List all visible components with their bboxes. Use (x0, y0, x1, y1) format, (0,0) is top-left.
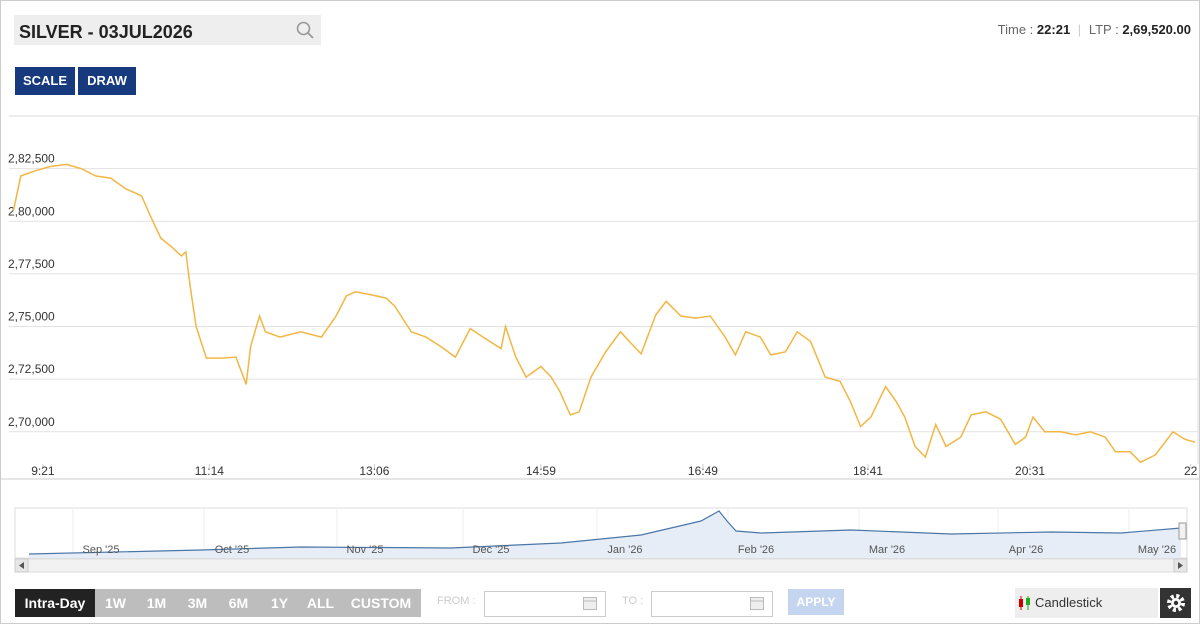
x-tick-label: 11:14 (195, 464, 224, 478)
from-input[interactable] (484, 591, 606, 617)
symbol: SILVER - 03JUL2026 (19, 22, 193, 42)
scale-button[interactable]: SCALE (15, 67, 75, 95)
y-tick-label: 2,82,500 (8, 152, 55, 166)
navigator-label: Sep '25 (83, 544, 120, 556)
gear-icon (1167, 594, 1185, 612)
period-button[interactable]: Intra-Day (15, 589, 95, 617)
x-tick-label: 18:41 (853, 464, 883, 478)
quote-info: Time : 22:21 | LTP : 2,69,520.00 (997, 22, 1191, 37)
y-tick-label: 2,72,500 (8, 362, 55, 376)
search-box[interactable]: SILVER - 03JUL2026 (14, 15, 321, 45)
y-tick-label: 2,75,000 (8, 310, 55, 324)
period-button[interactable]: ALL (300, 589, 341, 617)
period-button[interactable]: 1M (136, 589, 177, 617)
apply-button[interactable]: APPLY (788, 589, 844, 615)
calendar-icon (583, 597, 597, 610)
time-label: Time : (997, 22, 1034, 37)
draw-button[interactable]: DRAW (78, 67, 136, 95)
navigator-label: Oct '25 (215, 544, 250, 556)
x-tick-label: 9:21 (31, 464, 55, 478)
navigator-label: Nov '25 (347, 544, 384, 556)
y-tick-label: 2,80,000 (8, 204, 55, 218)
period-button[interactable]: 1W (95, 589, 136, 617)
x-tick-label: 16:49 (688, 464, 718, 478)
ltp: 2,69,520.00 (1122, 22, 1191, 37)
from-label: FROM : (437, 595, 476, 607)
y-tick-label: 2,70,000 (8, 415, 55, 429)
time: 22:21 (1036, 22, 1071, 37)
navigator-label: Mar '26 (869, 544, 905, 556)
price-line (12, 163, 1196, 464)
chart-type: Candlestick (1035, 595, 1103, 610)
period-button[interactable]: CUSTOM (341, 589, 421, 617)
settings-button[interactable] (1160, 588, 1191, 618)
period-button[interactable]: 6M (218, 589, 259, 617)
period-button[interactable]: 3M (177, 589, 218, 617)
navigator-label: Jan '26 (607, 544, 642, 556)
x-tick-label: 22 (1184, 464, 1198, 478)
calendar-icon (750, 597, 764, 610)
navigator-label: Feb '26 (738, 544, 774, 556)
period-button[interactable]: 1Y (259, 589, 300, 617)
navigator-handle (1178, 522, 1187, 540)
to-input[interactable] (651, 591, 773, 617)
ltp-label: LTP : (1088, 22, 1119, 37)
search-icon (296, 21, 314, 39)
navigator-line (28, 510, 1182, 555)
y-tick-label: 2,77,500 (8, 257, 55, 271)
x-tick-label: 20:31 (1015, 464, 1045, 478)
arrow-right (1178, 562, 1183, 569)
scrollbar (14, 558, 1188, 573)
x-tick-label: 14:59 (526, 464, 556, 478)
navigator-label: May '26 (1138, 544, 1176, 556)
x-tick-label: 13:06 (359, 464, 389, 478)
navigator-label: Dec '25 (473, 544, 510, 556)
navigator-label: Apr '26 (1009, 544, 1044, 556)
navigator-area (29, 511, 1181, 558)
candlestick-icon (1019, 596, 1030, 610)
chart-type-select[interactable]: Candlestick (1015, 588, 1158, 618)
arrow-left (19, 562, 24, 569)
to-label: TO : (622, 595, 644, 607)
